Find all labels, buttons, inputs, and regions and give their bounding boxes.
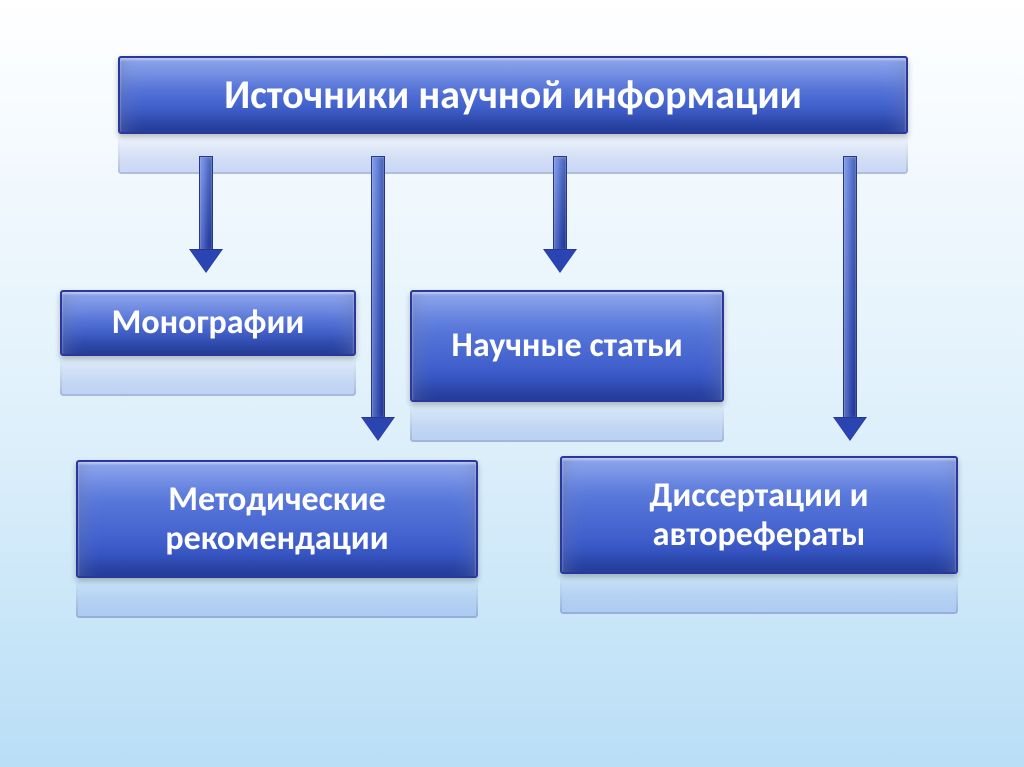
arrow-a3 [540, 156, 580, 272]
arrow-a2 [358, 156, 398, 440]
node-reflection-mono [60, 356, 356, 396]
node-sci: Научные статьи [410, 290, 724, 402]
node-label-sci: Научные статьи [451, 326, 682, 365]
node-reflection-sci [410, 402, 724, 442]
node-label-diss: Диссертации и авторефераты [572, 476, 946, 554]
node-root: Источники научной информации [118, 56, 908, 134]
node-diss: Диссертации и авторефераты [560, 456, 958, 574]
node-method: Методические рекомендации [76, 460, 478, 578]
node-reflection-diss [560, 574, 958, 614]
node-label-mono: Монографии [112, 303, 305, 342]
node-label-method: Методические рекомендации [88, 480, 466, 558]
node-reflection-root [118, 134, 908, 174]
arrow-a1 [186, 156, 226, 272]
node-reflection-method [76, 578, 478, 618]
node-label-root: Источники научной информации [224, 72, 802, 118]
arrow-a4 [830, 156, 870, 440]
diagram-canvas: Источники научной информации Монографии На… [0, 0, 1024, 767]
node-mono: Монографии [60, 290, 356, 356]
